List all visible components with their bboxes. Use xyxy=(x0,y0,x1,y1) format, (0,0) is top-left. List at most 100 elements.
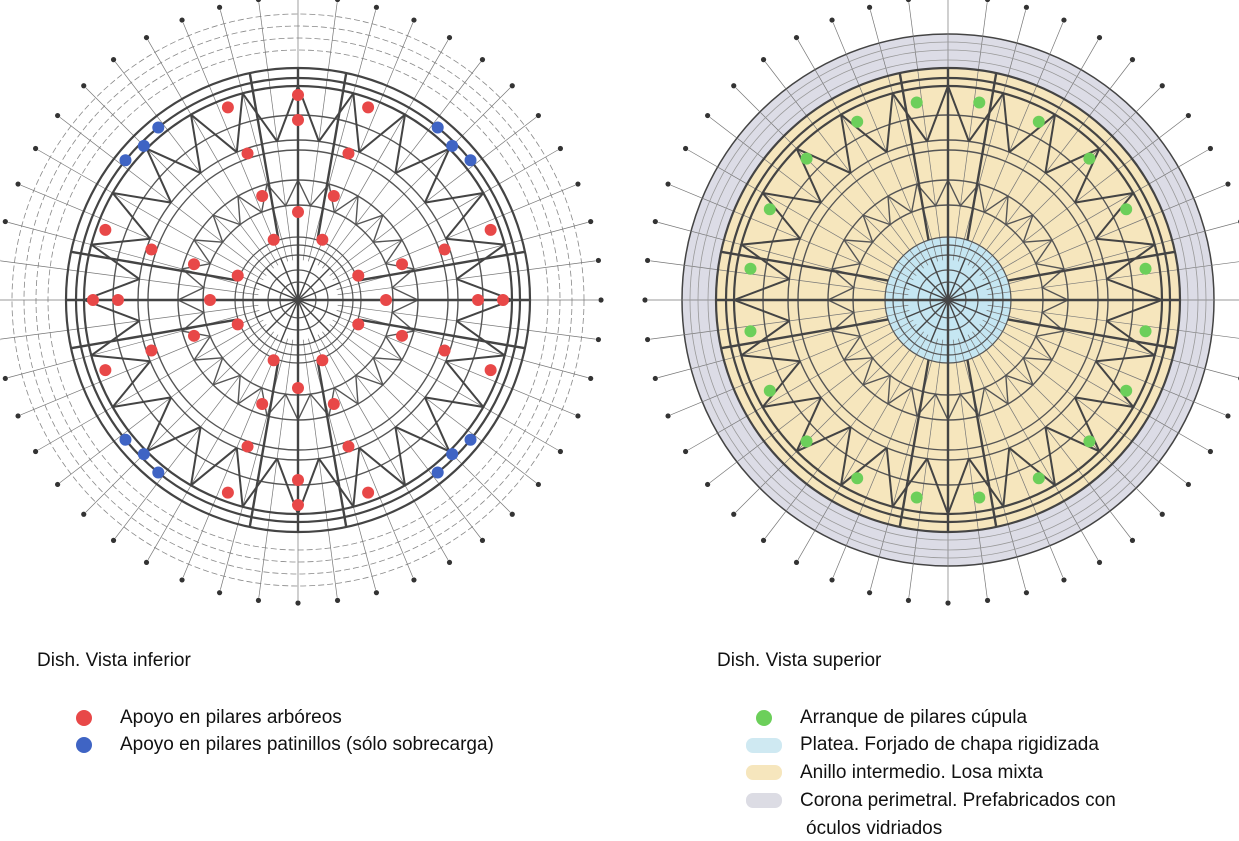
column-marker xyxy=(81,511,87,517)
member xyxy=(284,393,299,421)
support-dot xyxy=(119,154,132,167)
member xyxy=(832,336,934,578)
support-dot xyxy=(342,440,355,453)
member xyxy=(844,357,873,361)
member xyxy=(688,319,914,451)
member xyxy=(983,387,1009,405)
support-dot xyxy=(292,382,304,394)
support-dot xyxy=(137,448,150,461)
support-dot xyxy=(99,364,112,377)
column-marker xyxy=(598,297,604,303)
member xyxy=(930,258,949,301)
support-dot xyxy=(292,474,304,486)
member xyxy=(220,10,288,262)
member xyxy=(915,267,949,301)
member xyxy=(827,299,855,314)
member xyxy=(908,339,944,598)
member xyxy=(456,320,506,357)
ring xyxy=(689,41,1207,559)
member xyxy=(952,339,988,598)
member xyxy=(194,357,223,361)
member xyxy=(976,87,1161,272)
column-marker xyxy=(110,537,117,543)
column-marker xyxy=(446,559,453,566)
member xyxy=(1035,330,1065,338)
member xyxy=(670,314,912,416)
member xyxy=(317,334,449,560)
member xyxy=(650,304,909,340)
member xyxy=(334,184,576,286)
legend-label: Platea. Forjado de chapa rigidizada xyxy=(800,734,1099,755)
member xyxy=(947,299,990,318)
column-marker xyxy=(829,577,835,583)
member xyxy=(385,239,403,265)
support-dot xyxy=(464,433,477,446)
legend-swatch xyxy=(746,793,782,808)
support-dot xyxy=(316,354,329,367)
column-marker xyxy=(479,537,486,543)
member xyxy=(317,40,449,266)
member xyxy=(741,237,801,246)
member xyxy=(947,267,981,301)
member xyxy=(1041,286,1069,301)
member xyxy=(85,87,270,272)
column-start-dot xyxy=(1120,203,1133,216)
member xyxy=(968,458,1005,508)
member xyxy=(90,243,140,280)
legend-label: Anillo intermedio. Losa mixta xyxy=(800,762,1043,783)
column-marker xyxy=(644,257,651,264)
member xyxy=(887,387,913,405)
member xyxy=(182,22,284,264)
member xyxy=(372,214,384,243)
member xyxy=(1035,335,1053,361)
support-dot xyxy=(438,344,451,357)
column-marker xyxy=(760,57,767,63)
column-marker xyxy=(1207,145,1214,152)
member xyxy=(966,359,998,528)
member xyxy=(972,61,1131,269)
member xyxy=(765,331,924,539)
column-marker xyxy=(588,218,594,225)
support-dot xyxy=(267,233,280,246)
member xyxy=(670,184,912,286)
member xyxy=(38,319,264,451)
member xyxy=(258,2,294,261)
column-marker xyxy=(905,597,912,604)
column-marker xyxy=(829,17,835,23)
member xyxy=(358,447,406,487)
member xyxy=(235,93,244,153)
column-marker xyxy=(373,590,380,596)
member xyxy=(316,359,348,528)
member xyxy=(297,299,316,342)
support-dot xyxy=(438,243,451,256)
member xyxy=(930,299,949,342)
support-dot xyxy=(241,440,254,453)
column-start-dot xyxy=(800,152,813,165)
column-marker xyxy=(1061,577,1067,583)
legend-label: Corona perimetral. Prefabricados con xyxy=(800,790,1116,811)
member xyxy=(1022,357,1034,386)
member xyxy=(248,359,280,528)
column-marker xyxy=(557,145,564,152)
column-start-dot xyxy=(763,203,776,216)
legend-swatch xyxy=(746,738,782,753)
member xyxy=(885,93,894,153)
column-marker xyxy=(1129,537,1136,543)
member xyxy=(146,426,202,453)
member xyxy=(827,286,855,301)
member xyxy=(733,299,790,322)
member xyxy=(212,214,241,226)
column-start-dot xyxy=(1032,115,1045,128)
member xyxy=(762,192,822,204)
column-marker xyxy=(143,34,150,41)
column-start-dot xyxy=(910,96,923,109)
member xyxy=(212,357,224,386)
support-dot xyxy=(292,114,304,126)
support-dot xyxy=(187,258,200,271)
column-marker xyxy=(793,559,800,566)
support-dot xyxy=(431,466,444,479)
support-dot xyxy=(497,294,509,306)
member xyxy=(952,2,988,261)
member xyxy=(334,314,576,416)
column-marker xyxy=(665,181,671,187)
